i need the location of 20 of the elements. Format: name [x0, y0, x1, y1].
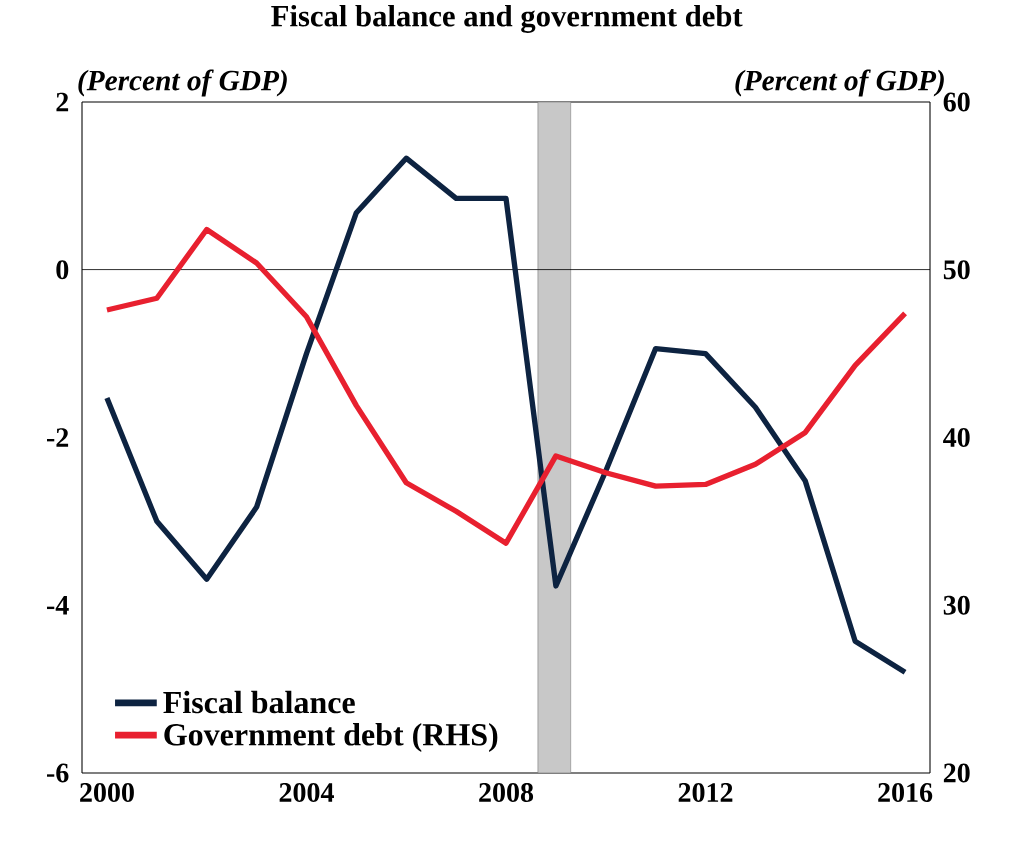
- y2-tick-label: 60: [943, 92, 970, 112]
- y2-axis-title: (Percent of GDP): [735, 69, 944, 97]
- y-tick-label: -4: [47, 596, 69, 615]
- y-tick-label: 0: [56, 260, 69, 280]
- x-tick-label: 2004: [279, 783, 334, 802]
- legend-label: Fiscal balance: [163, 690, 355, 714]
- y-tick-label: -6: [47, 763, 69, 783]
- x-tick-label: 2008: [479, 783, 534, 802]
- x-tick-label: 2012: [678, 783, 733, 802]
- y-tick-label: -2: [47, 428, 69, 447]
- y2-tick-label: 40: [943, 428, 970, 447]
- y2-tick-label: 50: [943, 260, 970, 280]
- y-axis-title: (Percent of GDP): [78, 69, 287, 97]
- y-tick-label: 2: [56, 92, 69, 112]
- x-tick-label: 2016: [878, 783, 933, 802]
- y2-tick-label: 30: [943, 595, 970, 615]
- legend-label: Government debt (RHS): [164, 723, 498, 753]
- y2-tick-label: 20: [943, 763, 970, 783]
- x-tick-label: 2000: [80, 783, 134, 802]
- chart-title: Fiscal balance and government debt: [271, 4, 743, 33]
